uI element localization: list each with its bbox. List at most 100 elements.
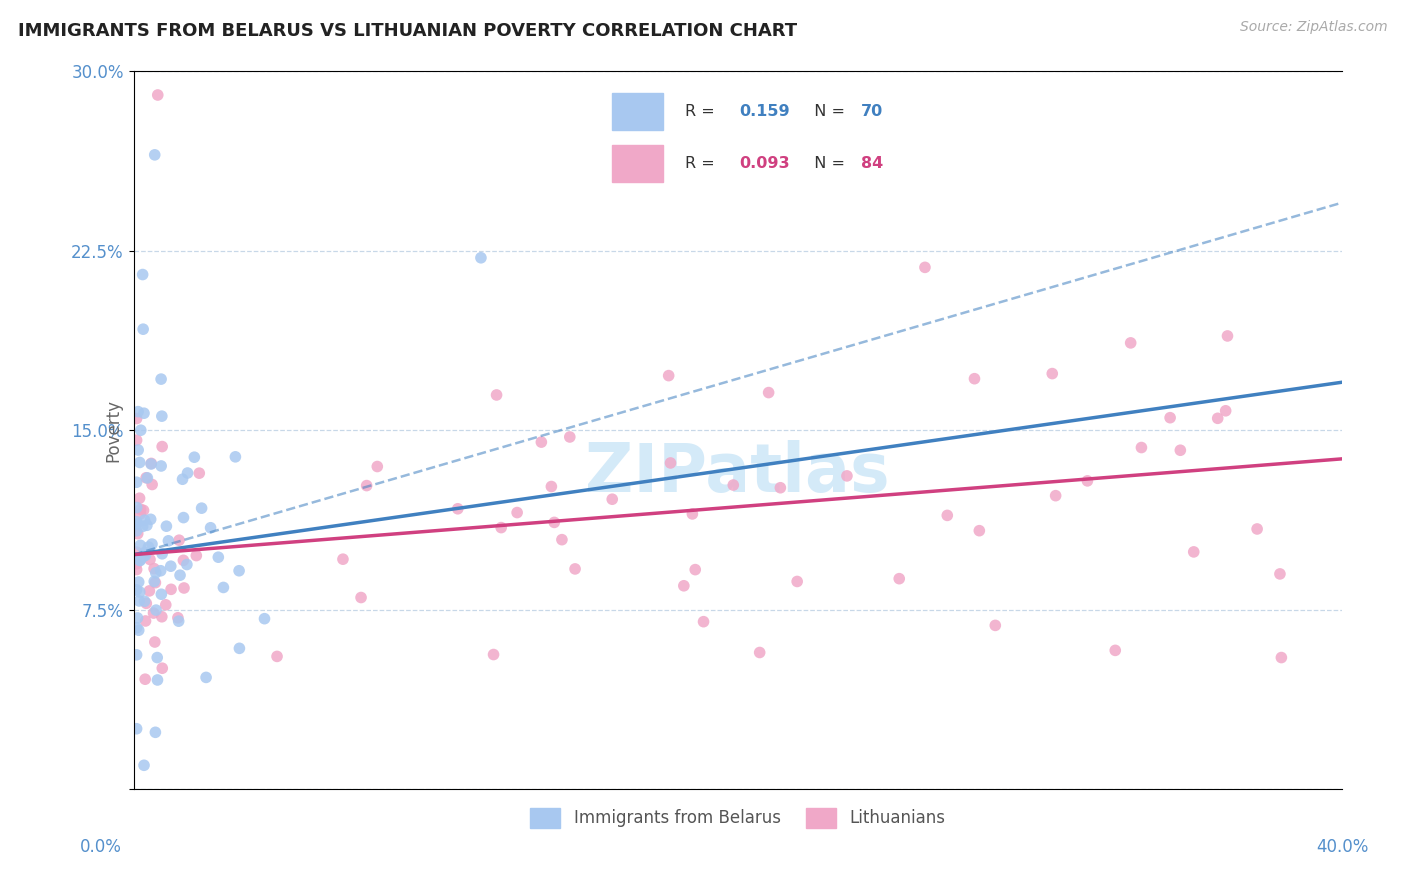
- Point: [125, 515, 148, 529]
- Point: [141, 457, 163, 471]
- Point: [748, 645, 770, 659]
- Point: [1206, 411, 1229, 425]
- Point: [167, 611, 190, 625]
- Point: [125, 475, 148, 490]
- Point: [600, 492, 623, 507]
- Point: [150, 440, 173, 454]
- Y-axis label: Poverty: Poverty: [104, 399, 122, 462]
- Point: [128, 553, 150, 567]
- Point: [146, 650, 169, 665]
- Text: IMMIGRANTS FROM BELARUS VS LITHUANIAN POVERTY CORRELATION CHART: IMMIGRANTS FROM BELARUS VS LITHUANIAN PO…: [18, 22, 797, 40]
- Point: [558, 430, 581, 444]
- Point: [551, 533, 574, 547]
- Point: [145, 566, 167, 580]
- Point: [186, 549, 208, 563]
- Point: [253, 612, 276, 626]
- Point: [136, 471, 159, 485]
- Point: [134, 672, 156, 686]
- Point: [127, 404, 149, 418]
- Point: [138, 583, 160, 598]
- Point: [1182, 545, 1205, 559]
- Point: [139, 457, 162, 471]
- Point: [190, 501, 212, 516]
- Point: [134, 513, 156, 527]
- Point: [141, 537, 163, 551]
- Point: [350, 591, 373, 605]
- Point: [173, 510, 195, 524]
- Point: [658, 368, 681, 383]
- Point: [769, 481, 792, 495]
- Point: [146, 673, 169, 687]
- Point: [1045, 489, 1067, 503]
- Point: [176, 466, 198, 480]
- Point: [129, 423, 152, 437]
- Point: [758, 385, 780, 400]
- Point: [125, 648, 148, 662]
- Point: [683, 563, 706, 577]
- Point: [139, 512, 162, 526]
- Point: [530, 435, 553, 450]
- Point: [485, 388, 508, 402]
- Point: [134, 549, 156, 563]
- Point: [127, 611, 149, 625]
- Point: [143, 148, 166, 162]
- Point: [167, 614, 190, 628]
- Point: [134, 594, 156, 608]
- Point: [889, 572, 911, 586]
- Point: [332, 552, 354, 566]
- Point: [984, 618, 1007, 632]
- Point: [1159, 410, 1181, 425]
- Point: [212, 581, 235, 595]
- Point: [128, 585, 150, 599]
- Point: [132, 406, 155, 420]
- Point: [132, 503, 155, 517]
- Point: [150, 609, 173, 624]
- Point: [128, 491, 150, 506]
- Point: [1168, 443, 1191, 458]
- Point: [145, 725, 167, 739]
- Point: [135, 518, 157, 533]
- Point: [489, 520, 512, 534]
- Point: [172, 472, 194, 486]
- Text: ZIPatlas: ZIPatlas: [585, 441, 890, 507]
- Point: [125, 524, 148, 538]
- Point: [692, 615, 714, 629]
- Point: [150, 587, 173, 601]
- Point: [835, 469, 858, 483]
- Point: [132, 322, 155, 336]
- Point: [159, 559, 181, 574]
- Point: [129, 553, 152, 567]
- Point: [1040, 367, 1063, 381]
- Point: [157, 533, 180, 548]
- Point: [139, 552, 162, 566]
- Point: [482, 648, 505, 662]
- Point: [129, 538, 152, 552]
- Point: [127, 526, 149, 541]
- Point: [266, 649, 288, 664]
- Point: [125, 563, 148, 577]
- Point: [150, 372, 173, 386]
- Point: [1104, 643, 1126, 657]
- Point: [176, 558, 198, 572]
- Point: [135, 471, 157, 485]
- Point: [207, 550, 229, 565]
- Point: [356, 478, 378, 492]
- Point: [659, 456, 682, 470]
- Point: [129, 502, 152, 516]
- Point: [173, 581, 195, 595]
- Point: [470, 251, 492, 265]
- Point: [125, 621, 148, 635]
- Point: [132, 758, 155, 772]
- Point: [135, 596, 157, 610]
- Point: [1119, 335, 1142, 350]
- Point: [145, 603, 167, 617]
- Text: 0.0%: 0.0%: [80, 838, 122, 855]
- Point: [540, 479, 562, 493]
- Point: [150, 409, 173, 424]
- Point: [135, 614, 157, 628]
- Point: [160, 582, 183, 597]
- Point: [128, 455, 150, 469]
- Point: [1268, 566, 1291, 581]
- Point: [125, 411, 148, 425]
- Point: [963, 372, 986, 386]
